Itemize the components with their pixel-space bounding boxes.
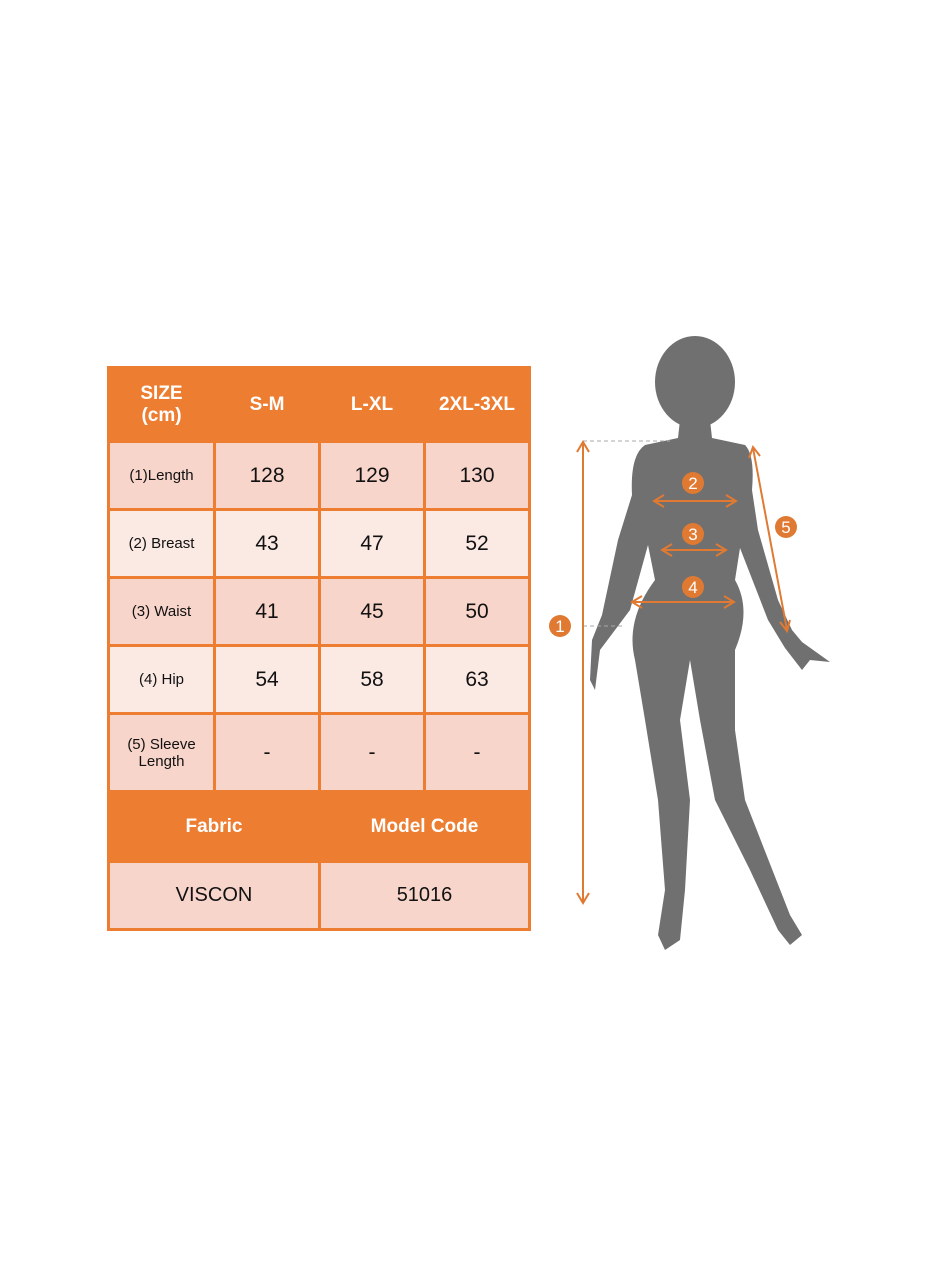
- cell: 54: [213, 644, 321, 715]
- cell: -: [318, 712, 426, 793]
- cell: 52: [423, 508, 531, 579]
- cell: 63: [423, 644, 531, 715]
- woman-silhouette: [590, 336, 830, 950]
- row-label: (3) Waist: [107, 576, 216, 647]
- model-code-value: 51016: [318, 860, 531, 931]
- row-label-line2: Length: [138, 752, 185, 770]
- cell: 128: [213, 440, 321, 511]
- marker-5-label: 5: [781, 518, 790, 537]
- size-col-header: L-XL: [318, 366, 426, 443]
- marker-2-label: 2: [688, 474, 697, 493]
- size-header-line2: (cm): [141, 404, 182, 426]
- cell: 47: [318, 508, 426, 579]
- cell: -: [423, 712, 531, 793]
- marker-3-label: 3: [688, 525, 697, 544]
- table-row: (3) Waist 41 45 50: [107, 576, 531, 647]
- fabric-row: VISCON 51016: [107, 860, 531, 931]
- marker-4: [682, 576, 704, 598]
- table-row: (5) Sleeve Length - - -: [107, 712, 531, 793]
- size-col-header: S-M: [213, 366, 321, 443]
- cell: 58: [318, 644, 426, 715]
- table-row: (2) Breast 43 47 52: [107, 508, 531, 579]
- guide-lines: [583, 440, 670, 627]
- marker-1-label: 1: [555, 617, 564, 636]
- fabric-header: Fabric: [107, 790, 321, 863]
- row-label-line1: (5) Sleeve: [127, 735, 196, 753]
- row-label: (2) Breast: [107, 508, 216, 579]
- marker-2: [682, 472, 704, 494]
- size-col-header: 2XL-3XL: [423, 366, 531, 443]
- cell: 129: [318, 440, 426, 511]
- measure-markers: 1 2 3 4 5: [549, 472, 797, 637]
- marker-5: [775, 516, 797, 538]
- marker-4-label: 4: [688, 578, 697, 597]
- cell: 50: [423, 576, 531, 647]
- model-code-header: Model Code: [318, 790, 531, 863]
- table-row: (4) Hip 54 58 63: [107, 644, 531, 715]
- cell: -: [213, 712, 321, 793]
- table-row: (1)Length 128 129 130: [107, 440, 531, 511]
- header-row: SIZE (cm) S-M L-XL 2XL-3XL: [107, 366, 531, 443]
- size-chart-table: SIZE (cm) S-M L-XL 2XL-3XL (1)Length 128 …: [107, 366, 531, 931]
- body-measurement-figure: 1 2 3 4 5: [549, 336, 830, 950]
- marker-1: [549, 615, 571, 637]
- row-label: (5) Sleeve Length: [107, 712, 216, 793]
- cell: 41: [213, 576, 321, 647]
- fabric-header-row: Fabric Model Code: [107, 790, 531, 863]
- row-label: (4) Hip: [107, 644, 216, 715]
- size-header: SIZE (cm): [107, 366, 216, 443]
- cell: 130: [423, 440, 531, 511]
- row-label: (1)Length: [107, 440, 216, 511]
- fabric-value: VISCON: [107, 860, 321, 931]
- cell: 43: [213, 508, 321, 579]
- cell: 45: [318, 576, 426, 647]
- size-header-line1: SIZE: [140, 382, 183, 404]
- marker-3: [682, 523, 704, 545]
- measure-arrows: [576, 440, 791, 905]
